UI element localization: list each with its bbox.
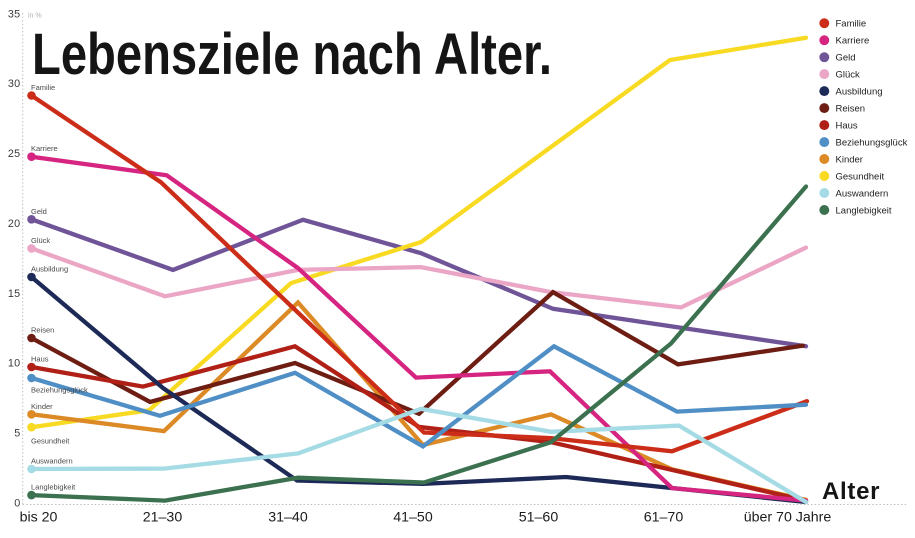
svg-text:0: 0 bbox=[14, 497, 20, 509]
svg-text:Karriere: Karriere bbox=[31, 144, 58, 153]
svg-text:20: 20 bbox=[8, 218, 21, 230]
svg-text:Glück: Glück bbox=[31, 236, 50, 245]
svg-text:Karriere: Karriere bbox=[836, 36, 870, 47]
svg-text:Familie: Familie bbox=[836, 19, 867, 30]
svg-text:Reisen: Reisen bbox=[31, 326, 54, 335]
svg-text:in %: in % bbox=[28, 13, 42, 20]
svg-text:Glück: Glück bbox=[836, 70, 861, 81]
svg-text:Kinder: Kinder bbox=[836, 154, 863, 165]
svg-text:30: 30 bbox=[8, 78, 21, 90]
svg-text:21–30: 21–30 bbox=[143, 510, 183, 526]
svg-text:Ausbildung: Ausbildung bbox=[31, 265, 68, 274]
svg-text:Haus: Haus bbox=[31, 355, 49, 364]
svg-text:Gesundheit: Gesundheit bbox=[31, 437, 70, 446]
svg-text:41–50: 41–50 bbox=[393, 510, 433, 526]
svg-text:Reisen: Reisen bbox=[836, 104, 866, 115]
svg-text:Haus: Haus bbox=[836, 121, 858, 132]
svg-text:25: 25 bbox=[8, 148, 21, 160]
svg-text:35: 35 bbox=[8, 8, 21, 20]
svg-text:61–70: 61–70 bbox=[644, 510, 684, 526]
svg-text:bis 20: bis 20 bbox=[20, 510, 58, 526]
svg-text:Langlebigkeit: Langlebigkeit bbox=[31, 483, 76, 492]
svg-text:Geld: Geld bbox=[836, 53, 856, 64]
svg-text:51–60: 51–60 bbox=[519, 510, 559, 526]
svg-text:5: 5 bbox=[14, 427, 20, 439]
svg-text:Langlebigkeit: Langlebigkeit bbox=[836, 205, 892, 216]
svg-text:Kinder: Kinder bbox=[31, 402, 53, 411]
svg-text:Beziehungsglück: Beziehungsglück bbox=[31, 385, 88, 394]
svg-text:31–40: 31–40 bbox=[268, 510, 308, 526]
svg-text:Gesundheit: Gesundheit bbox=[836, 171, 885, 182]
svg-text:Lebensziele nach Alter.: Lebensziele nach Alter. bbox=[32, 22, 552, 87]
svg-text:Auswandern: Auswandern bbox=[836, 188, 889, 199]
svg-text:über 70 Jahre: über 70 Jahre bbox=[744, 510, 832, 526]
svg-text:Familie: Familie bbox=[31, 83, 55, 92]
svg-text:10: 10 bbox=[8, 358, 21, 370]
svg-text:Geld: Geld bbox=[31, 207, 47, 216]
svg-text:15: 15 bbox=[8, 288, 21, 300]
svg-text:Alter: Alter bbox=[822, 478, 880, 505]
svg-text:Ausbildung: Ausbildung bbox=[836, 87, 883, 98]
svg-text:Beziehungsglück: Beziehungsglück bbox=[836, 138, 908, 149]
svg-text:Auswandern: Auswandern bbox=[31, 457, 73, 466]
